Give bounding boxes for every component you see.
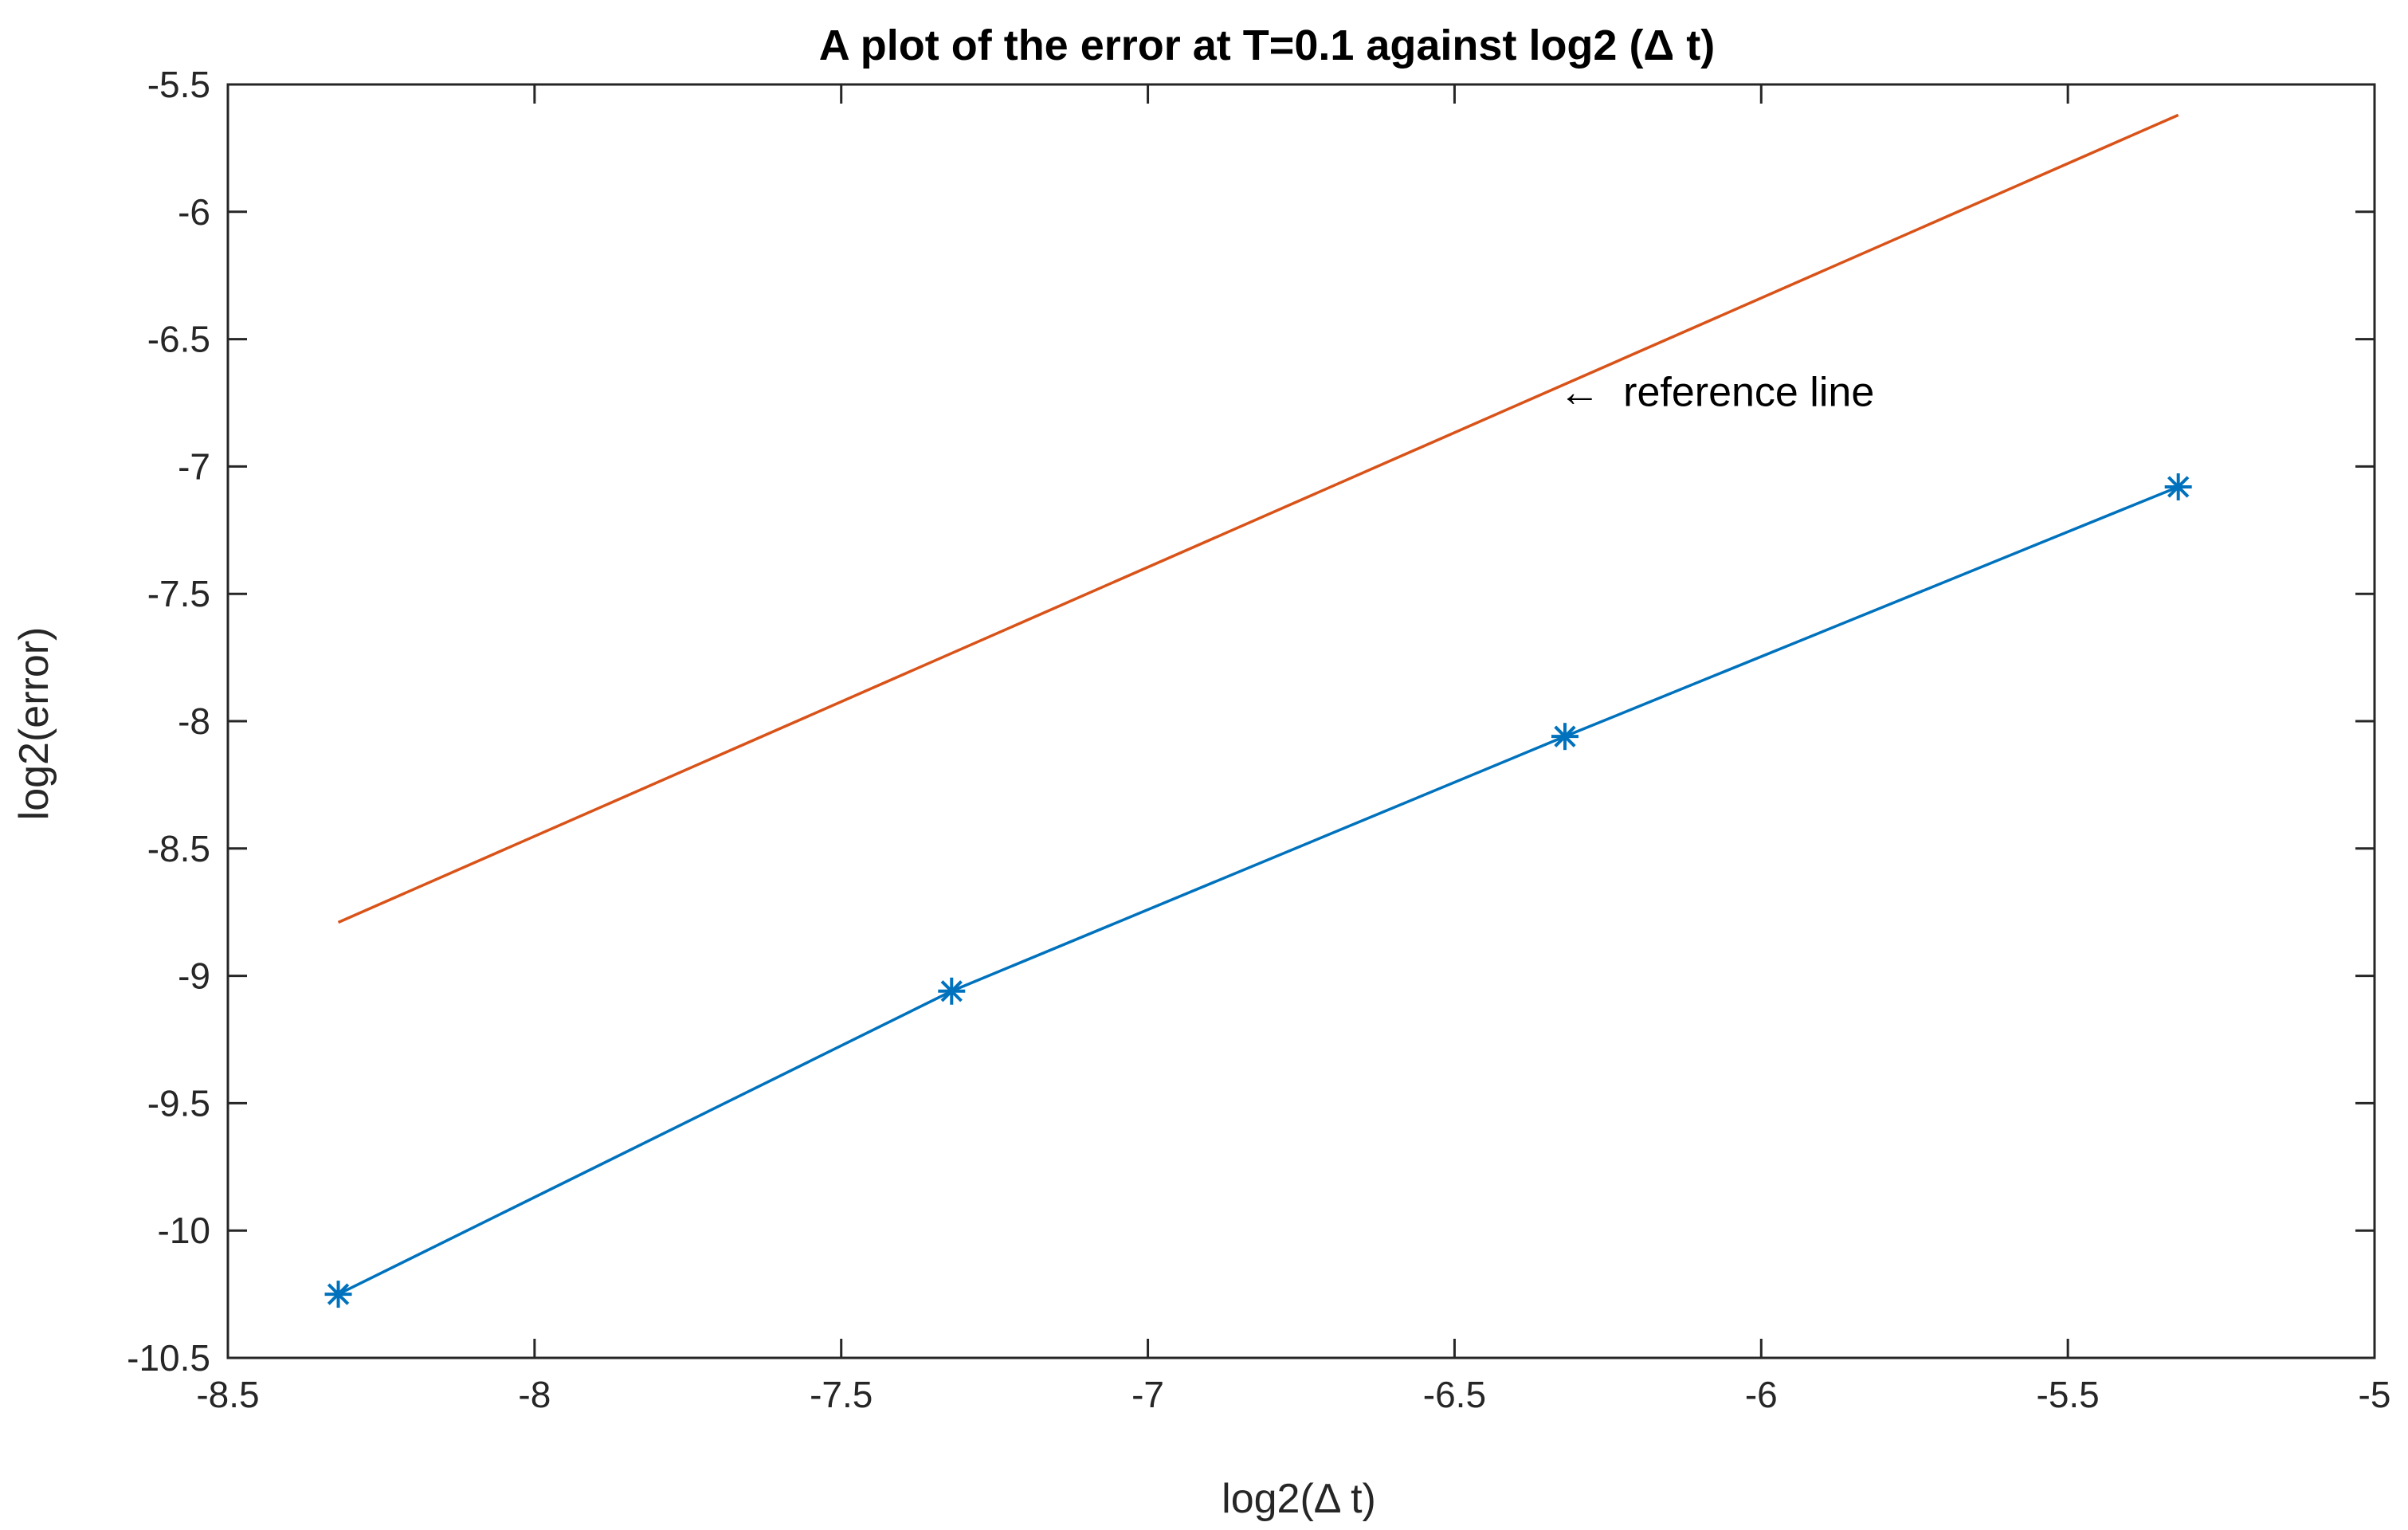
axes: -8.5 -8 -7.5 -7 -6.5 -6 -5.5 -5 -10.5 -10 -9.5 -9 -8…	[127, 64, 2390, 1415]
x-tick-label: -5.5	[2037, 1374, 2100, 1415]
x-tick-label: -5	[2359, 1374, 2391, 1415]
x-tick-label: -8.5	[196, 1374, 259, 1415]
y-tick-label: -9.5	[147, 1082, 210, 1124]
y-tick-label: -9	[178, 955, 210, 997]
data-point-marker	[2164, 473, 2192, 500]
y-tick-label: -6.5	[147, 319, 210, 360]
y-tick-label: -10	[158, 1210, 210, 1251]
y-tick-label: -10.5	[127, 1337, 210, 1379]
annotation-text: ← reference line	[1559, 370, 1874, 416]
x-tick-label: -8	[518, 1374, 551, 1415]
y-tick-label: -8.5	[147, 828, 210, 869]
y-tick-label: -7	[178, 445, 210, 487]
x-tick-label: -7	[1131, 1374, 1164, 1415]
y-tick-label: -7.5	[147, 573, 210, 614]
y-tick-label: -6	[178, 191, 210, 233]
data-point-marker	[938, 977, 966, 1005]
x-tick-label: -6.5	[1423, 1374, 1486, 1415]
series-line-1	[337, 113, 2179, 924]
series-line-0	[337, 485, 2179, 1296]
y-tick-label: -5.5	[147, 64, 210, 105]
chart-title: A plot of the error at T=0.1 against log…	[819, 22, 1715, 69]
y-tick-label: -8	[178, 700, 210, 742]
data-point-marker	[324, 1281, 352, 1308]
data-point-marker	[1551, 723, 1579, 751]
y-axis-label: log2(error)	[11, 627, 57, 821]
x-axis-label: log2(Δ t)	[1222, 1476, 1376, 1522]
plot-area: ← reference line	[324, 113, 2192, 1308]
x-tick-label: -6	[1745, 1374, 1778, 1415]
x-tick-label: -7.5	[810, 1374, 873, 1415]
